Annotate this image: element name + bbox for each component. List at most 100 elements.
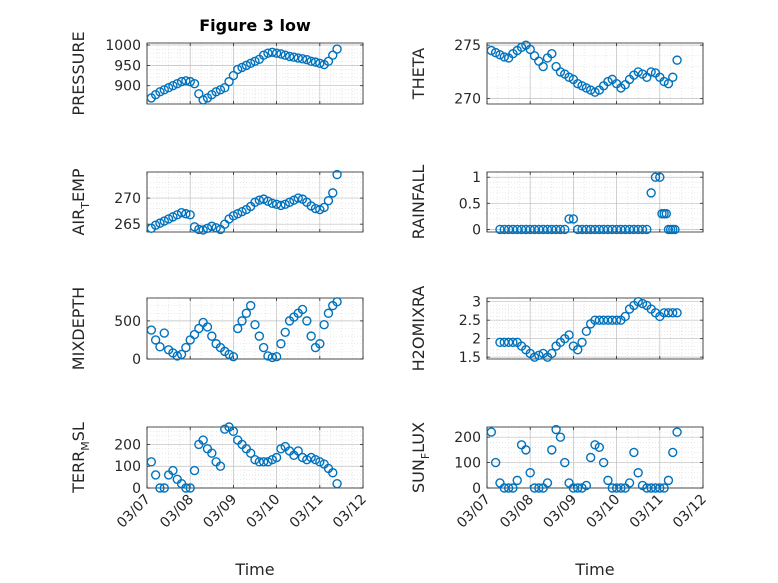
- axes-box: [146, 171, 364, 233]
- data-point: [155, 87, 165, 97]
- data-point: [328, 50, 338, 60]
- data-point: [254, 331, 265, 341]
- data-point: [672, 55, 682, 65]
- x-axis-label: Time: [234, 560, 274, 579]
- data-point: [655, 172, 665, 182]
- data-point: [237, 62, 247, 73]
- data-point: [168, 212, 178, 222]
- data-point: [637, 224, 648, 235]
- data-point: [516, 42, 527, 52]
- data-point: [271, 352, 282, 362]
- x-tick-label: 03/08: [497, 492, 537, 532]
- data-point: [189, 465, 200, 476]
- data-point: [672, 427, 682, 437]
- y-tick-label: 100: [454, 456, 481, 472]
- data-point: [332, 169, 342, 180]
- data-point: [594, 442, 605, 453]
- y-tick-label: 1: [472, 170, 481, 186]
- data-point: [547, 49, 557, 59]
- data-point: [250, 56, 260, 66]
- data-point: [245, 300, 256, 311]
- data-point: [646, 188, 656, 198]
- data-point: [276, 49, 286, 59]
- data-point: [633, 468, 643, 478]
- data-point: [551, 424, 561, 435]
- data-point: [534, 350, 544, 361]
- data-point: [250, 197, 260, 207]
- data-point: [176, 207, 187, 218]
- y-tick-label: 0: [132, 352, 141, 368]
- data-point: [577, 81, 587, 91]
- subplot-air-temp: 265 270 AIRTEMP: [69, 168, 364, 236]
- data-point: [228, 211, 239, 221]
- data-point: [159, 483, 169, 493]
- data-point: [280, 50, 290, 60]
- data-point: [185, 483, 195, 493]
- y-label-base: RAINFALL: [409, 165, 428, 240]
- data-point: [302, 316, 312, 326]
- data-point: [198, 435, 208, 445]
- data-point: [663, 475, 674, 486]
- data-point: [650, 172, 661, 182]
- y-tick-label: 0: [472, 481, 481, 497]
- y-label-rest: LUX: [409, 422, 428, 453]
- data-point: [620, 311, 630, 322]
- y-label-base: THETA: [409, 48, 428, 100]
- data-point: [276, 200, 286, 211]
- y-axis-label: SUNFLUX: [409, 422, 432, 493]
- data-point: [207, 221, 217, 231]
- x-tick-label: 03/12: [330, 492, 370, 532]
- axes-box: [486, 297, 704, 360]
- data-point: [534, 483, 544, 493]
- data-point: [293, 193, 303, 203]
- data-point: [547, 445, 557, 455]
- data-point: [254, 195, 265, 205]
- data-point: [289, 52, 299, 62]
- data-point: [297, 304, 308, 315]
- x-tick-label: 03/11: [287, 492, 327, 532]
- data-point: [529, 352, 540, 362]
- data-point: [155, 483, 165, 493]
- x-tick-label: 03/10: [584, 492, 624, 532]
- axes-box: [486, 42, 704, 105]
- data-point: [668, 447, 678, 458]
- data-point: [581, 83, 592, 93]
- data-point: [495, 50, 505, 60]
- data-point: [598, 457, 609, 468]
- y-axis-label: RAINFALL: [409, 165, 428, 240]
- data-point: [181, 342, 191, 353]
- data-point: [555, 224, 566, 235]
- data-point: [159, 216, 169, 226]
- data-point: [198, 95, 208, 105]
- y-label-subscript: M: [79, 441, 92, 451]
- data-point: [323, 195, 334, 206]
- data-point: [267, 198, 277, 209]
- data-point: [271, 48, 282, 58]
- data-point: [486, 427, 497, 437]
- data-point: [181, 483, 191, 493]
- data-point: [271, 452, 282, 463]
- subplot-theta: 270 275 THETA: [409, 38, 704, 108]
- y-label-rest: EMP: [69, 168, 88, 202]
- y-axis-label: H2OMIXRA: [409, 286, 428, 372]
- data-point: [661, 209, 671, 219]
- data-point: [245, 448, 256, 458]
- y-label-subscript: F: [419, 453, 432, 459]
- y-tick-label: 500: [114, 314, 141, 330]
- y-label-base: MIXDEPTH: [69, 287, 88, 370]
- data-point: [508, 337, 518, 348]
- x-tick-label: 03/08: [157, 492, 197, 532]
- data-point: [211, 87, 221, 97]
- data-point: [241, 60, 252, 71]
- data-point: [542, 478, 553, 488]
- data-point: [568, 214, 579, 224]
- data-point: [172, 210, 182, 220]
- data-point: [280, 327, 290, 338]
- data-point: [521, 445, 531, 455]
- data-point: [297, 54, 308, 64]
- data-point: [224, 76, 234, 87]
- subplot-mixdepth: 0 500 MIXDEPTH: [69, 287, 364, 370]
- data-point: [624, 478, 635, 488]
- data-point: [207, 448, 217, 458]
